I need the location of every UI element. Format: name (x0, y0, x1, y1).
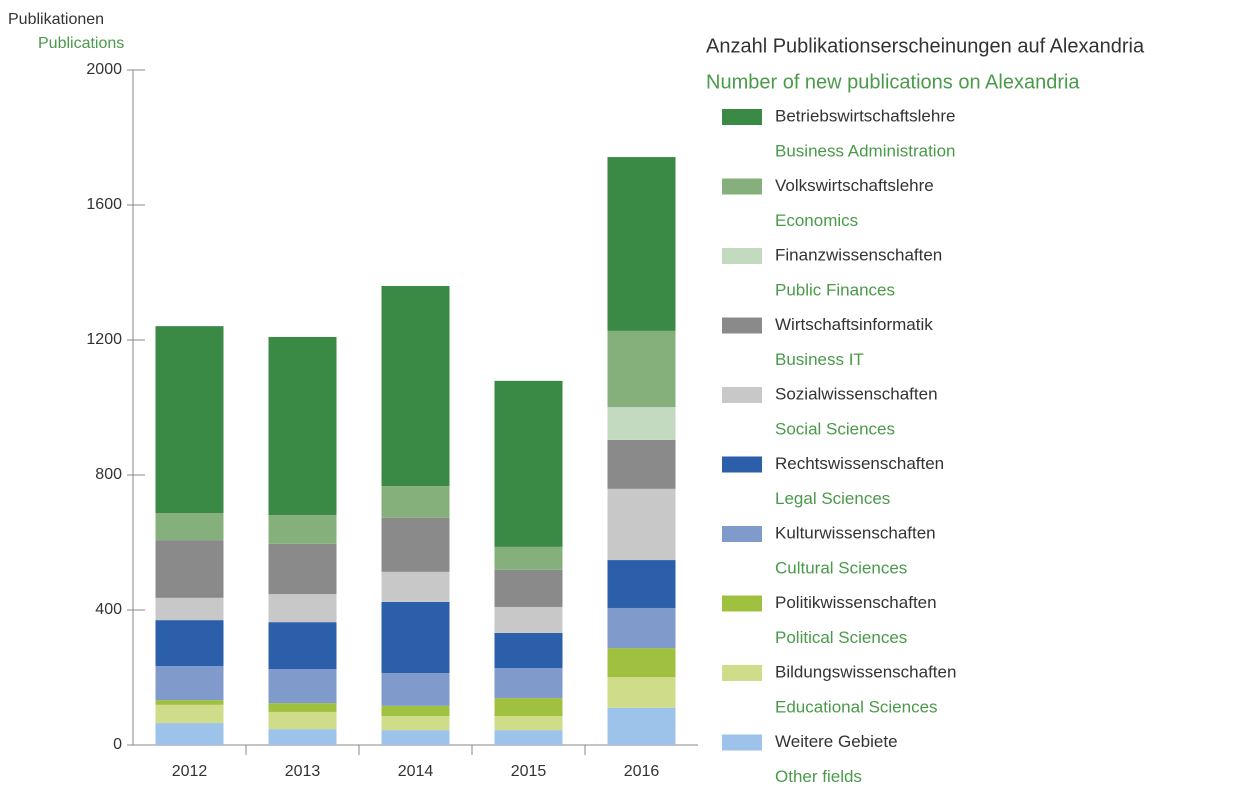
legend-swatch (722, 456, 762, 473)
bar-segment (381, 705, 450, 716)
y-axis-label-en: Publications (38, 35, 124, 52)
bar-segment (155, 704, 224, 724)
y-tick-label: 1200 (86, 331, 122, 348)
legend-swatch (722, 178, 762, 195)
legend-swatch (722, 595, 762, 612)
bar-segment (268, 729, 337, 745)
y-tick-label: 2000 (86, 61, 122, 78)
legend-label-en: Political Sciences (775, 628, 907, 647)
legend-label: Finanzwissenschaften (775, 245, 942, 264)
bar-segment (494, 668, 563, 699)
bar-segment (381, 486, 450, 518)
bar-segment (607, 648, 676, 678)
bar-segment (381, 730, 450, 745)
bar-segment (268, 594, 337, 623)
legend-label-en: Business Administration (775, 141, 955, 160)
bar-segment (381, 601, 450, 674)
chart-title-en: Number of new publications on Alexandria (706, 71, 1080, 93)
bar-segment (268, 543, 337, 595)
bar-segment (494, 715, 563, 731)
legend-label-en: Educational Sciences (775, 697, 938, 716)
bar-segment (155, 597, 224, 621)
legend-label-en: Legal Sciences (775, 489, 890, 508)
bar-segment (494, 698, 563, 716)
bar-segment (268, 622, 337, 670)
legend-swatch (722, 665, 762, 681)
legend-label: Wirtschaftsinformatik (775, 315, 933, 334)
bar-segment (607, 407, 676, 440)
legend-swatch (722, 526, 762, 542)
bar-segment (381, 715, 450, 731)
legend-label-en: Business IT (775, 350, 864, 369)
legend-label: Politikwissenschaften (775, 593, 937, 612)
legend-label-en: Social Sciences (775, 419, 895, 438)
bar-segment (268, 711, 337, 730)
bar-segment (155, 700, 224, 705)
y-axis-label: Publikationen (8, 11, 104, 28)
legend-swatch (722, 734, 762, 751)
legend-swatch (722, 109, 762, 125)
x-tick-label: 2012 (172, 763, 208, 780)
y-tick-label: 0 (113, 736, 122, 753)
bar-segment (607, 560, 676, 608)
bar-segment (607, 607, 676, 649)
bar-segment (607, 677, 676, 708)
legend-label: Bildungswissenschaften (775, 662, 956, 681)
bar-segment (155, 723, 224, 745)
bar-segment (494, 569, 563, 607)
bar-segment (268, 336, 337, 516)
chart-title: Anzahl Publikationserscheinungen auf Ale… (706, 35, 1145, 57)
legend-label-en: Cultural Sciences (775, 558, 907, 577)
bar-segment (494, 632, 563, 669)
legend-swatch (722, 248, 762, 264)
legend-label: Rechtswissenschaften (775, 454, 944, 473)
y-tick-label: 1600 (86, 196, 122, 213)
y-tick-label: 400 (95, 601, 122, 618)
legend-swatch (722, 317, 762, 334)
bar-segment (607, 157, 676, 331)
legend-label: Volkswirtschaftslehre (775, 176, 934, 195)
x-tick-label: 2015 (511, 763, 547, 780)
legend-label: Betriebswirtschaftslehre (775, 106, 955, 125)
bar-segment (607, 488, 676, 561)
legend-label-en: Economics (775, 211, 858, 230)
bar-segment (155, 513, 224, 541)
legend-swatch (722, 387, 762, 403)
bar-segment (381, 286, 450, 487)
legend-label-en: Public Finances (775, 280, 895, 299)
bar-segment (268, 703, 337, 712)
x-tick-label: 2016 (624, 763, 660, 780)
bar-segment (381, 571, 450, 602)
bar-segment (494, 730, 563, 745)
legend-label-en: Other fields (775, 767, 862, 786)
bar-segment (494, 546, 563, 570)
legend-label: Kulturwissenschaften (775, 523, 936, 542)
bar-segment (607, 330, 676, 408)
bar-segment (494, 606, 563, 633)
legend-label: Sozialwissenschaften (775, 384, 938, 403)
bar-segment (607, 707, 676, 745)
bar-segment (155, 326, 224, 514)
bar-segment (155, 620, 224, 667)
y-tick-label: 800 (95, 466, 122, 483)
bar-segment (268, 669, 337, 704)
bar-segment (494, 380, 563, 547)
bar-segment (268, 515, 337, 544)
bar-segment (155, 540, 224, 598)
legend-label: Weitere Gebiete (775, 732, 898, 751)
x-tick-label: 2013 (285, 763, 321, 780)
x-tick-label: 2014 (398, 763, 434, 780)
bar-segment (155, 666, 224, 701)
bar-segment (607, 439, 676, 489)
bar-segment (381, 673, 450, 706)
bar-segment (381, 517, 450, 572)
